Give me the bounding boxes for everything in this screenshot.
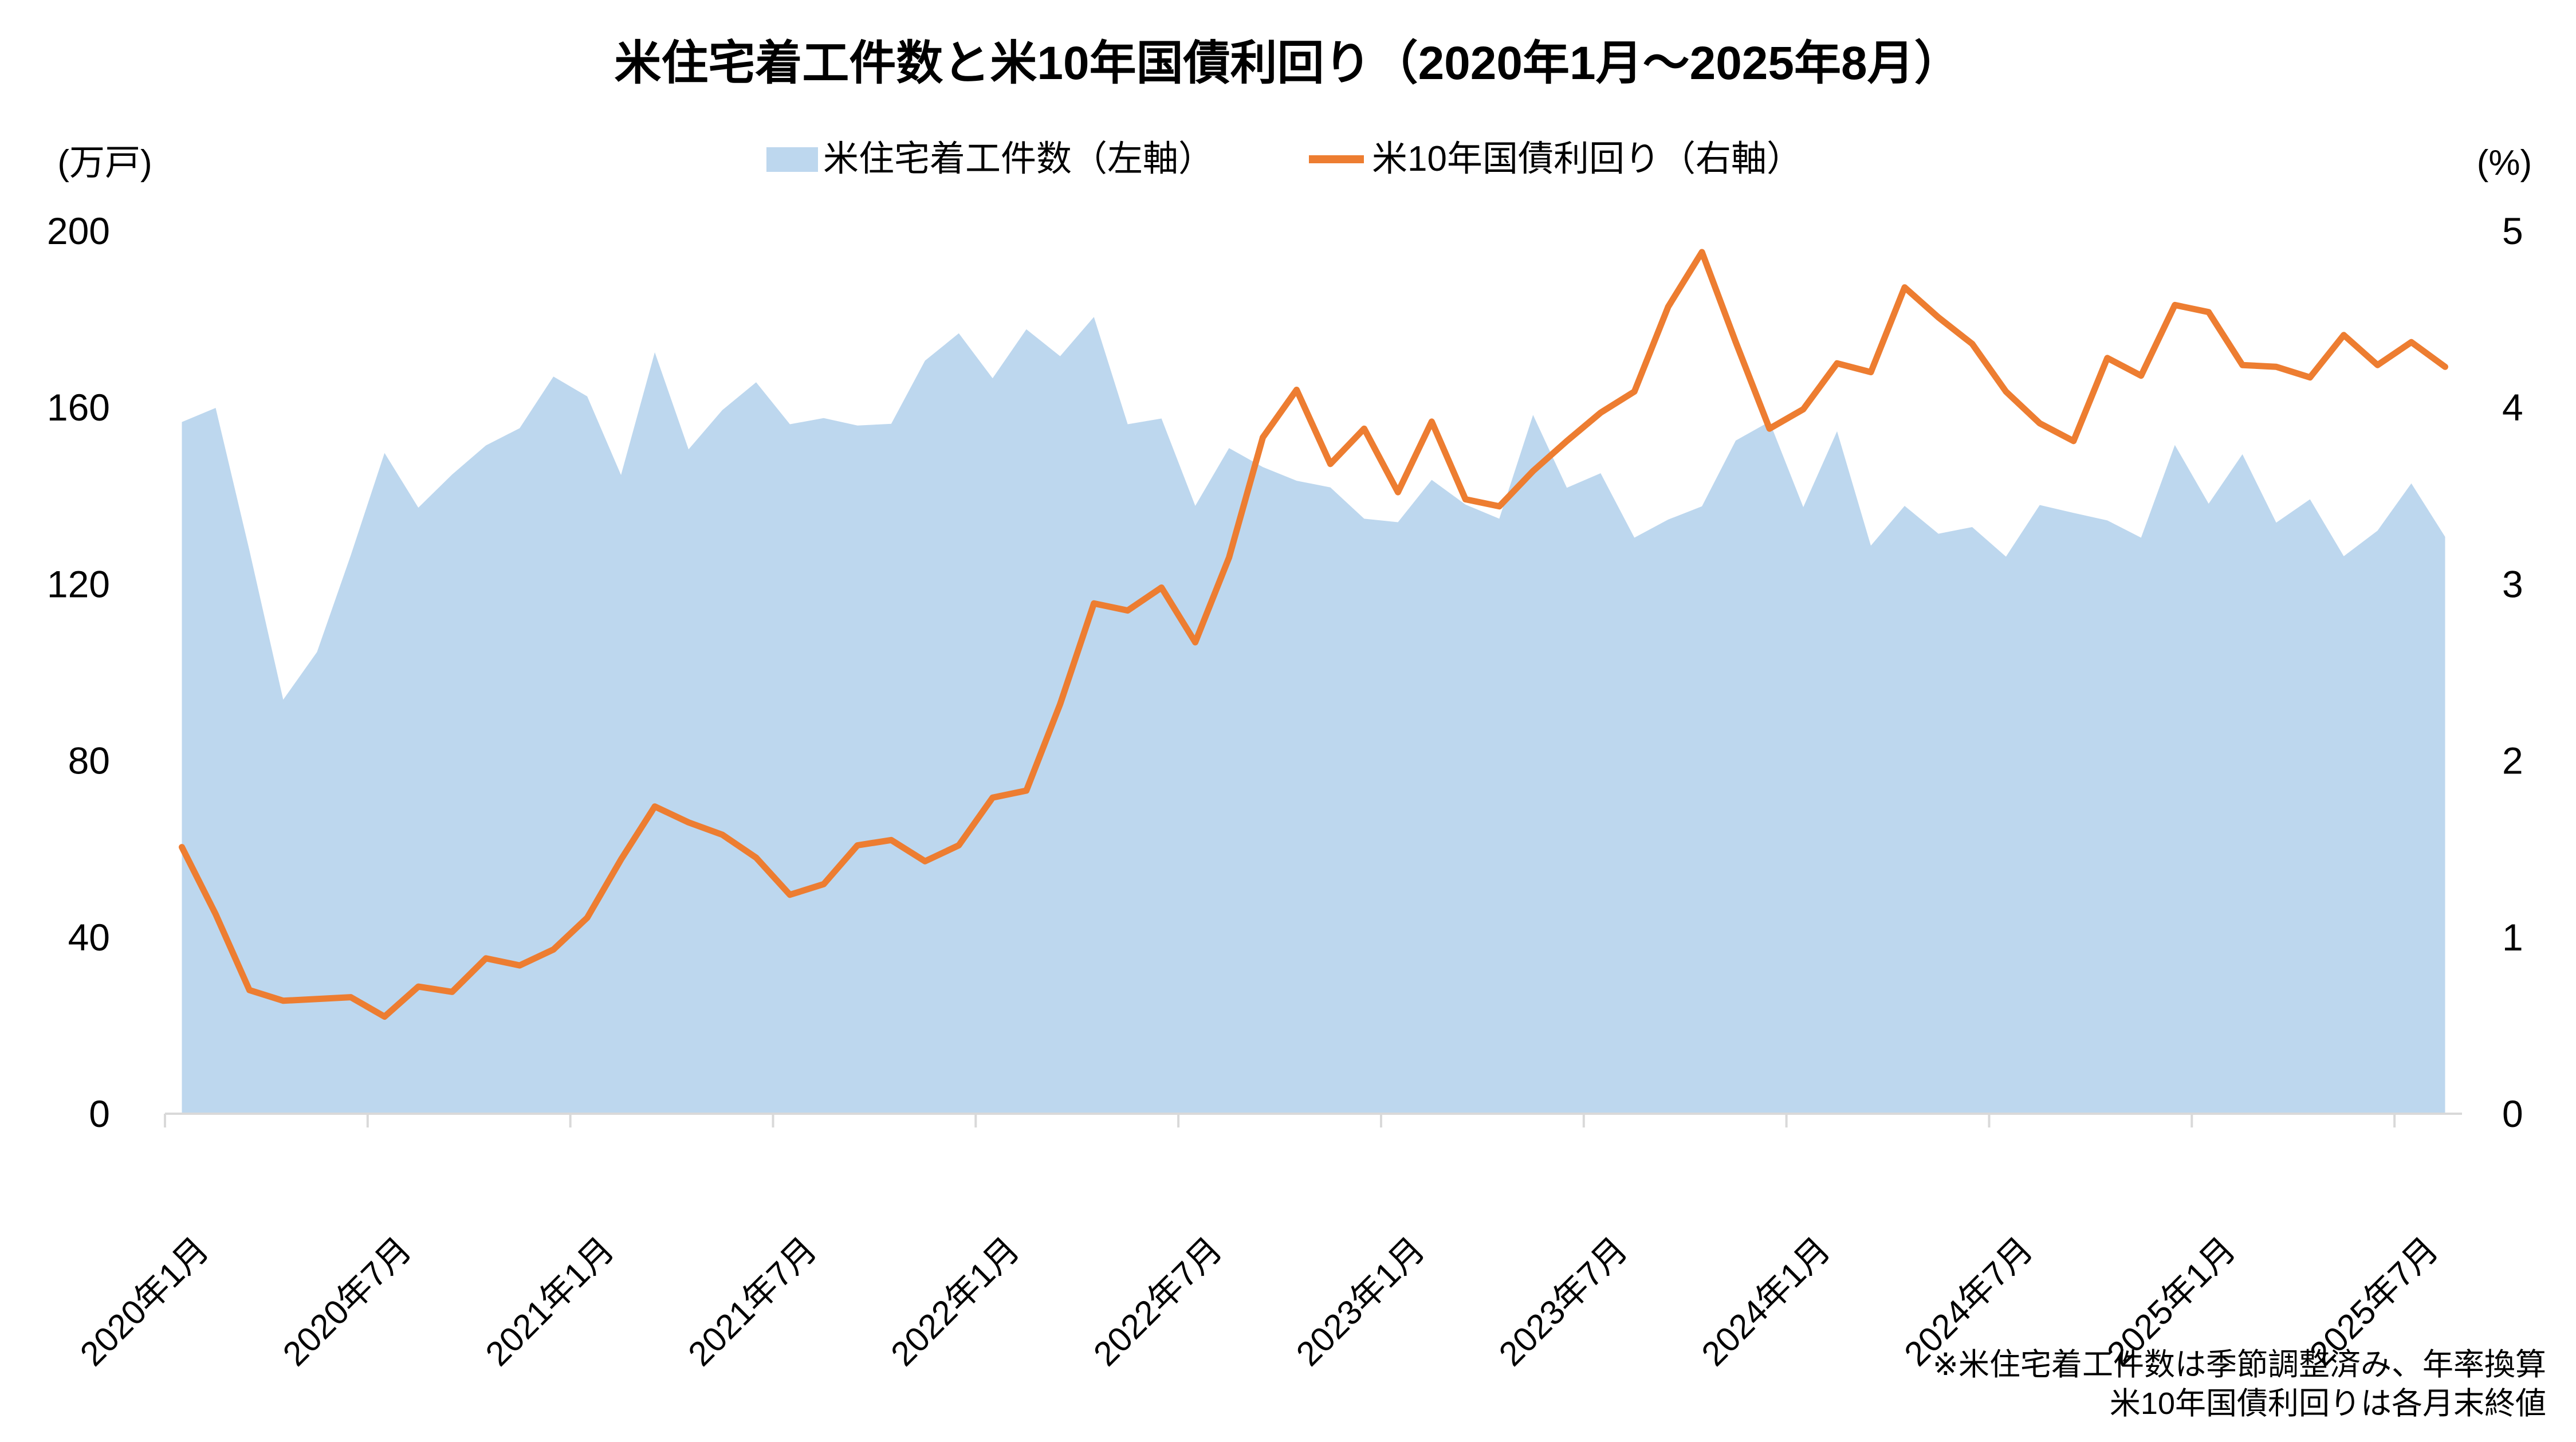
right-axis-tick-label: 0 <box>2502 1093 2523 1135</box>
right-axis-tick-label: 5 <box>2502 210 2523 252</box>
left-axis-tick-label: 80 <box>68 740 110 782</box>
footnote-line-2: 米10年国債利回りは各月末終値 <box>2110 1386 2546 1421</box>
left-axis-tick-label: 200 <box>47 210 110 252</box>
footnote-line-1: ※米住宅着工件数は季節調整済み、年率換算 <box>1933 1347 2546 1382</box>
x-axis-tick-label: 2023年1月 <box>1289 1230 1432 1373</box>
left-axis-tick-label: 40 <box>68 916 110 958</box>
left-axis-tick-label: 160 <box>47 386 110 429</box>
left-axis-tick-label: 120 <box>47 563 110 605</box>
footnote: ※米住宅着工件数は季節調整済み、年率換算 米10年国債利回りは各月末終値 <box>1933 1347 2546 1421</box>
left-axis-unit-label: (万戸) <box>57 143 152 183</box>
x-axis-tick-label: 2021年1月 <box>478 1230 622 1373</box>
x-axis-tick-label: 2021年7月 <box>681 1230 824 1373</box>
x-axis-tick-label: 2022年7月 <box>1086 1230 1229 1373</box>
right-axis-unit-label: (%) <box>2477 143 2532 183</box>
legend: 米住宅着工件数（左軸） 米10年国債利回り（右軸） <box>766 139 1802 179</box>
right-axis-tick-label: 3 <box>2502 563 2523 605</box>
treasury-yield-line-series <box>179 249 2448 1020</box>
left-axis-tick-label: 0 <box>89 1093 110 1135</box>
x-axis-tick-label: 2020年7月 <box>276 1230 419 1373</box>
legend-area-label: 米住宅着工件数（左軸） <box>823 139 1214 179</box>
legend-area-swatch <box>766 147 818 172</box>
x-axis-tick-label: 2020年1月 <box>73 1230 216 1373</box>
x-axis-tick-label: 2022年1月 <box>883 1230 1027 1373</box>
x-axis-tick-label: 2023年7月 <box>1492 1230 1635 1373</box>
housing-starts-area-series <box>182 317 2445 1114</box>
legend-line-label: 米10年国債利回り（右軸） <box>1372 139 1802 179</box>
right-axis-tick-label: 2 <box>2502 740 2523 782</box>
plot-area: 2020年1月 2020年7月 2021年1月 2021年7月 2022年1月 2022年… <box>47 210 2523 1373</box>
chart-title: 米住宅着工件数と米10年国債利回り（2020年1月～2025年8月） <box>614 37 1961 89</box>
right-axis-tick-label: 1 <box>2502 916 2523 958</box>
x-axis-tick-label: 2024年1月 <box>1694 1230 1838 1373</box>
right-axis-tick-label: 4 <box>2502 386 2523 429</box>
